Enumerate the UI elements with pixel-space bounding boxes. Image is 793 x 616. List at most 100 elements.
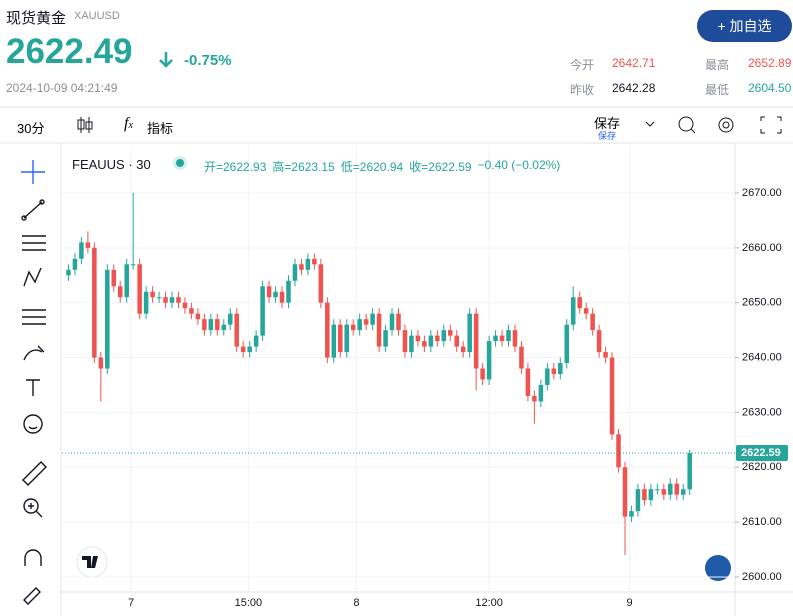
price: 2622.49 — [6, 32, 133, 71]
save[interactable]: 保存 — [594, 116, 621, 131]
candle-body — [577, 297, 582, 309]
candle-body — [337, 324, 343, 353]
candle-body — [98, 357, 104, 369]
candle-body — [687, 453, 692, 490]
y-tick-label: 2660.00 — [742, 242, 782, 254]
candle-body — [441, 330, 447, 342]
x-tick-label: 15:00 — [235, 597, 263, 609]
toolbar-icons[interactable] — [676, 114, 786, 136]
timestamp: 2024-10-09 04:21:49 — [6, 81, 118, 95]
candle-body — [564, 324, 570, 364]
candle-body — [117, 286, 123, 298]
candle-body — [247, 346, 252, 353]
candle-body — [195, 313, 201, 320]
candle-body — [467, 313, 472, 353]
candle-body — [629, 511, 634, 517]
candle-body — [596, 330, 602, 353]
candle-body — [124, 264, 129, 298]
candle-body — [668, 483, 673, 495]
candle-body — [325, 302, 330, 358]
candle-body — [655, 489, 660, 491]
candle-body — [545, 368, 550, 385]
y-tick-label: 2600.00 — [742, 571, 782, 583]
stat-label: 最高 — [705, 58, 730, 72]
x-tick-label: 12:00 — [475, 597, 503, 609]
candle-body — [111, 269, 117, 287]
candle-body — [312, 258, 317, 265]
candle-body — [558, 363, 563, 375]
status-dot — [176, 159, 184, 167]
candle-body — [499, 335, 505, 342]
candle-body — [616, 434, 621, 468]
candle-body — [532, 395, 537, 402]
candle-body — [506, 330, 511, 342]
candle-body — [519, 346, 524, 369]
candle-body — [130, 264, 136, 266]
candle-body — [227, 313, 233, 325]
candle-body — [435, 335, 440, 342]
indicators[interactable]: 指标 — [147, 121, 174, 136]
stat-label: 昨收 — [570, 83, 595, 97]
candle-body — [428, 335, 434, 347]
candle-body — [422, 341, 427, 347]
legend-item: 收=2622.59 — [409, 160, 472, 174]
candle-body — [409, 335, 414, 353]
tv-logo — [82, 556, 98, 568]
candle-body — [189, 308, 194, 314]
candle-icon[interactable] — [75, 115, 95, 135]
candle-body — [182, 302, 188, 309]
candle-body — [260, 286, 265, 336]
candle-body — [486, 341, 492, 380]
candle-body — [622, 467, 628, 517]
candle-body — [609, 357, 615, 435]
candle-body — [286, 280, 291, 303]
candle-body — [642, 489, 647, 501]
symbol-code: XAUUSD — [74, 10, 120, 22]
last-price-box — [736, 445, 788, 462]
stat-value: 2642.71 — [612, 56, 656, 70]
dropdown[interactable] — [644, 118, 656, 130]
candle-body — [454, 335, 460, 347]
y-tick-label: 2610.00 — [742, 516, 782, 528]
ohlc-legend: 开=2622.93 高=2623.15 低=2620.94 收=2622.59 −0.4… — [204, 158, 560, 175]
candle-body — [661, 489, 667, 495]
candle-body — [92, 247, 97, 358]
candle-body — [221, 324, 227, 331]
y-tick-label: 2650.00 — [742, 297, 782, 309]
candle-body — [674, 483, 680, 495]
candle-body — [344, 324, 349, 353]
watermark — [705, 555, 731, 581]
candle-body — [512, 330, 518, 347]
fx-icon[interactable]: fx — [124, 115, 133, 132]
candle-body — [105, 269, 110, 369]
candle-body — [169, 297, 175, 303]
down-arrow — [159, 52, 173, 68]
add-watchlist[interactable]: + 加自选 — [697, 10, 792, 42]
chart-title: FEAUUS · 30 — [72, 157, 151, 172]
candle-body — [396, 313, 401, 331]
candle-body — [299, 264, 304, 270]
drawing-tools[interactable] — [21, 160, 47, 605]
candle-body — [292, 264, 298, 281]
candle-body — [389, 313, 395, 331]
last-price-label: 2622.59 — [741, 447, 781, 459]
candle-body — [603, 352, 608, 358]
legend-item: −0.40 (−0.02%) — [477, 158, 561, 172]
legend-item: 开=2622.93 — [204, 160, 267, 174]
candle-body — [156, 297, 162, 299]
stat-value: 2642.28 — [612, 81, 656, 95]
stat-value: 2652.89 — [748, 56, 792, 70]
candle-body — [215, 319, 220, 331]
candle-body — [473, 313, 479, 369]
candle-body — [357, 319, 362, 331]
candle-body — [66, 269, 71, 276]
candle-body — [648, 489, 654, 501]
candle-body — [202, 319, 207, 331]
symbol-name: 现货黄金 — [6, 10, 67, 27]
candle-body — [331, 324, 337, 358]
interval[interactable]: 30分 — [17, 121, 45, 136]
candle-body — [590, 313, 595, 331]
candle-body — [279, 291, 285, 303]
